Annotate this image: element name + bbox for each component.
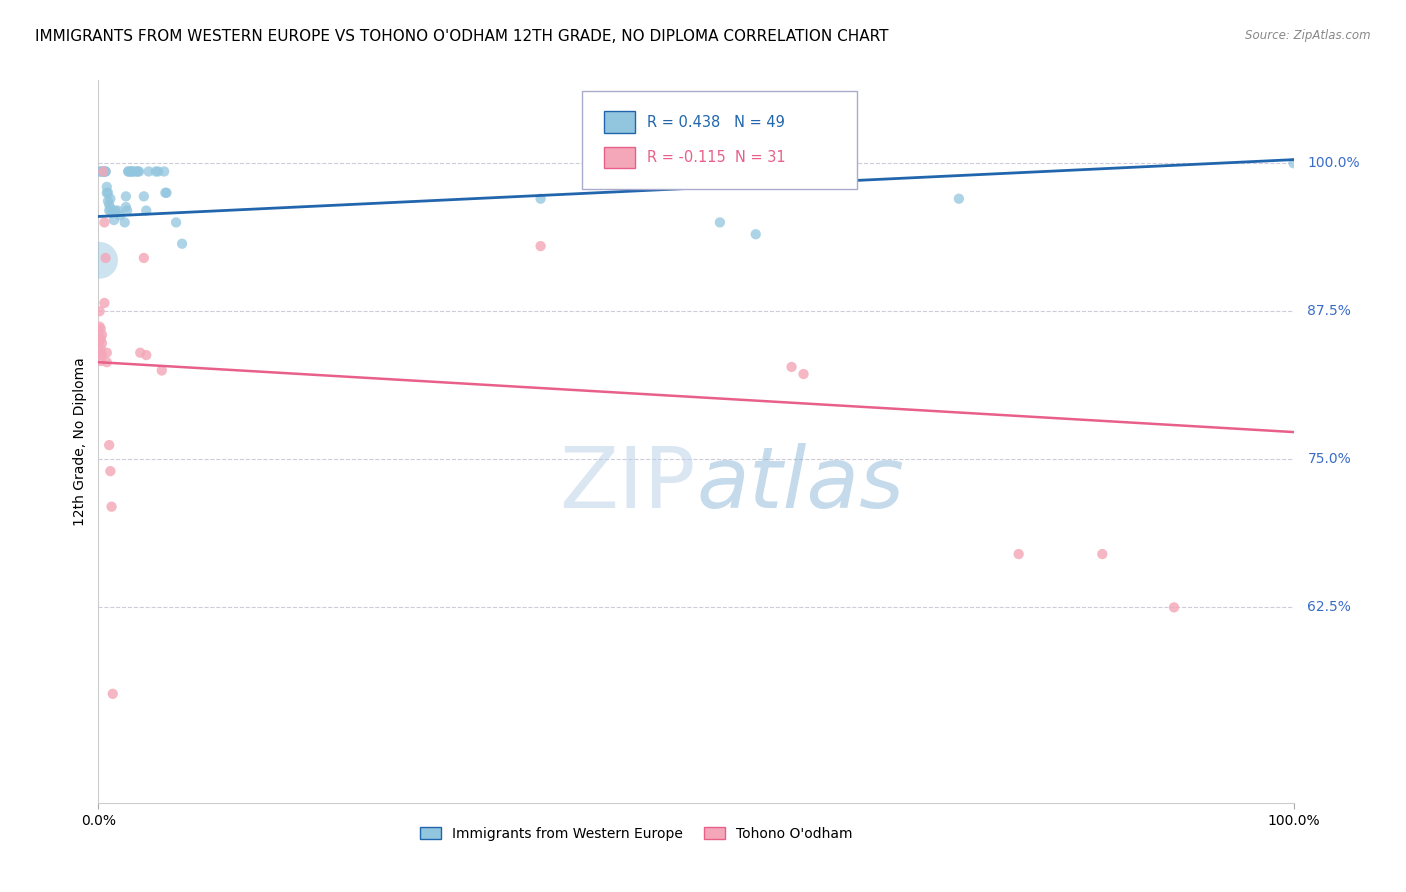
Point xyxy=(96,355,118,369)
Point xyxy=(98,464,122,478)
Point xyxy=(91,164,114,178)
FancyBboxPatch shape xyxy=(582,91,858,189)
Point xyxy=(117,164,139,178)
Text: ZIP: ZIP xyxy=(560,443,696,526)
Point xyxy=(91,164,114,178)
Point xyxy=(91,336,114,351)
Point xyxy=(780,359,803,374)
Point xyxy=(129,345,152,359)
Point xyxy=(121,164,143,178)
Point xyxy=(1008,547,1031,561)
Point xyxy=(97,186,120,200)
Point xyxy=(98,197,121,211)
Point xyxy=(127,164,149,178)
Point xyxy=(1282,156,1305,170)
Point xyxy=(101,687,124,701)
Text: IMMIGRANTS FROM WESTERN EUROPE VS TOHONO O'ODHAM 12TH GRADE, NO DIPLOMA CORRELAT: IMMIGRANTS FROM WESTERN EUROPE VS TOHONO… xyxy=(35,29,889,44)
Point xyxy=(89,164,111,178)
Point xyxy=(98,201,122,215)
Y-axis label: 12th Grade, No Diploma: 12th Grade, No Diploma xyxy=(73,357,87,526)
Point xyxy=(948,192,970,206)
Point xyxy=(1091,547,1114,561)
Point xyxy=(117,164,139,178)
Point xyxy=(96,186,118,200)
Point xyxy=(132,251,155,265)
Point xyxy=(128,164,150,178)
Point xyxy=(90,164,112,178)
Point xyxy=(94,164,117,178)
Point xyxy=(89,334,111,348)
Point xyxy=(90,354,112,368)
Point xyxy=(94,251,117,265)
Point xyxy=(90,331,112,345)
Text: R = 0.438   N = 49: R = 0.438 N = 49 xyxy=(647,115,785,129)
Point xyxy=(89,345,111,359)
Point xyxy=(135,203,157,218)
Point xyxy=(104,203,127,218)
Point xyxy=(107,203,129,218)
Text: 100.0%: 100.0% xyxy=(1308,156,1360,170)
Point xyxy=(93,164,115,178)
Point xyxy=(153,164,176,178)
Point xyxy=(98,192,122,206)
Point xyxy=(530,239,553,253)
Point xyxy=(91,348,114,362)
Point xyxy=(93,164,115,178)
Point xyxy=(91,327,114,342)
Point xyxy=(103,213,125,227)
Point xyxy=(96,345,118,359)
Point xyxy=(90,322,112,336)
Point xyxy=(100,500,122,514)
Text: 75.0%: 75.0% xyxy=(1308,452,1351,467)
Text: 87.5%: 87.5% xyxy=(1308,304,1351,318)
Point xyxy=(89,253,111,268)
Point xyxy=(115,200,138,214)
Point xyxy=(96,180,118,194)
Point xyxy=(115,203,138,218)
Point xyxy=(155,186,177,200)
Text: Source: ZipAtlas.com: Source: ZipAtlas.com xyxy=(1246,29,1371,42)
FancyBboxPatch shape xyxy=(605,112,636,133)
Point xyxy=(132,189,155,203)
Point xyxy=(155,186,177,200)
Point xyxy=(150,363,173,377)
Point xyxy=(125,164,148,178)
Point xyxy=(135,348,157,362)
Point xyxy=(97,194,120,208)
Legend: Immigrants from Western Europe, Tohono O'odham: Immigrants from Western Europe, Tohono O… xyxy=(415,822,858,847)
Point xyxy=(114,215,136,229)
Point xyxy=(90,342,112,356)
Point xyxy=(138,164,160,178)
Point xyxy=(1163,600,1185,615)
Text: R = -0.115  N = 31: R = -0.115 N = 31 xyxy=(647,150,786,165)
Point xyxy=(148,164,170,178)
Point xyxy=(709,215,731,229)
Point xyxy=(172,236,194,251)
Point xyxy=(94,164,117,178)
Point xyxy=(115,189,138,203)
Point xyxy=(530,192,553,206)
Text: 62.5%: 62.5% xyxy=(1308,600,1351,615)
Point xyxy=(145,164,167,178)
Point xyxy=(98,438,121,452)
Point xyxy=(100,206,122,220)
Point xyxy=(93,215,115,229)
Point xyxy=(93,296,115,310)
Text: atlas: atlas xyxy=(696,443,904,526)
Point xyxy=(120,164,142,178)
Point xyxy=(108,208,131,222)
Point xyxy=(745,227,768,242)
Point xyxy=(165,215,187,229)
Point xyxy=(89,319,111,334)
Point xyxy=(121,164,143,178)
FancyBboxPatch shape xyxy=(605,147,636,169)
Point xyxy=(89,304,111,318)
Point xyxy=(91,164,114,178)
Point xyxy=(124,164,146,178)
Point xyxy=(98,203,121,218)
Point xyxy=(793,367,815,381)
